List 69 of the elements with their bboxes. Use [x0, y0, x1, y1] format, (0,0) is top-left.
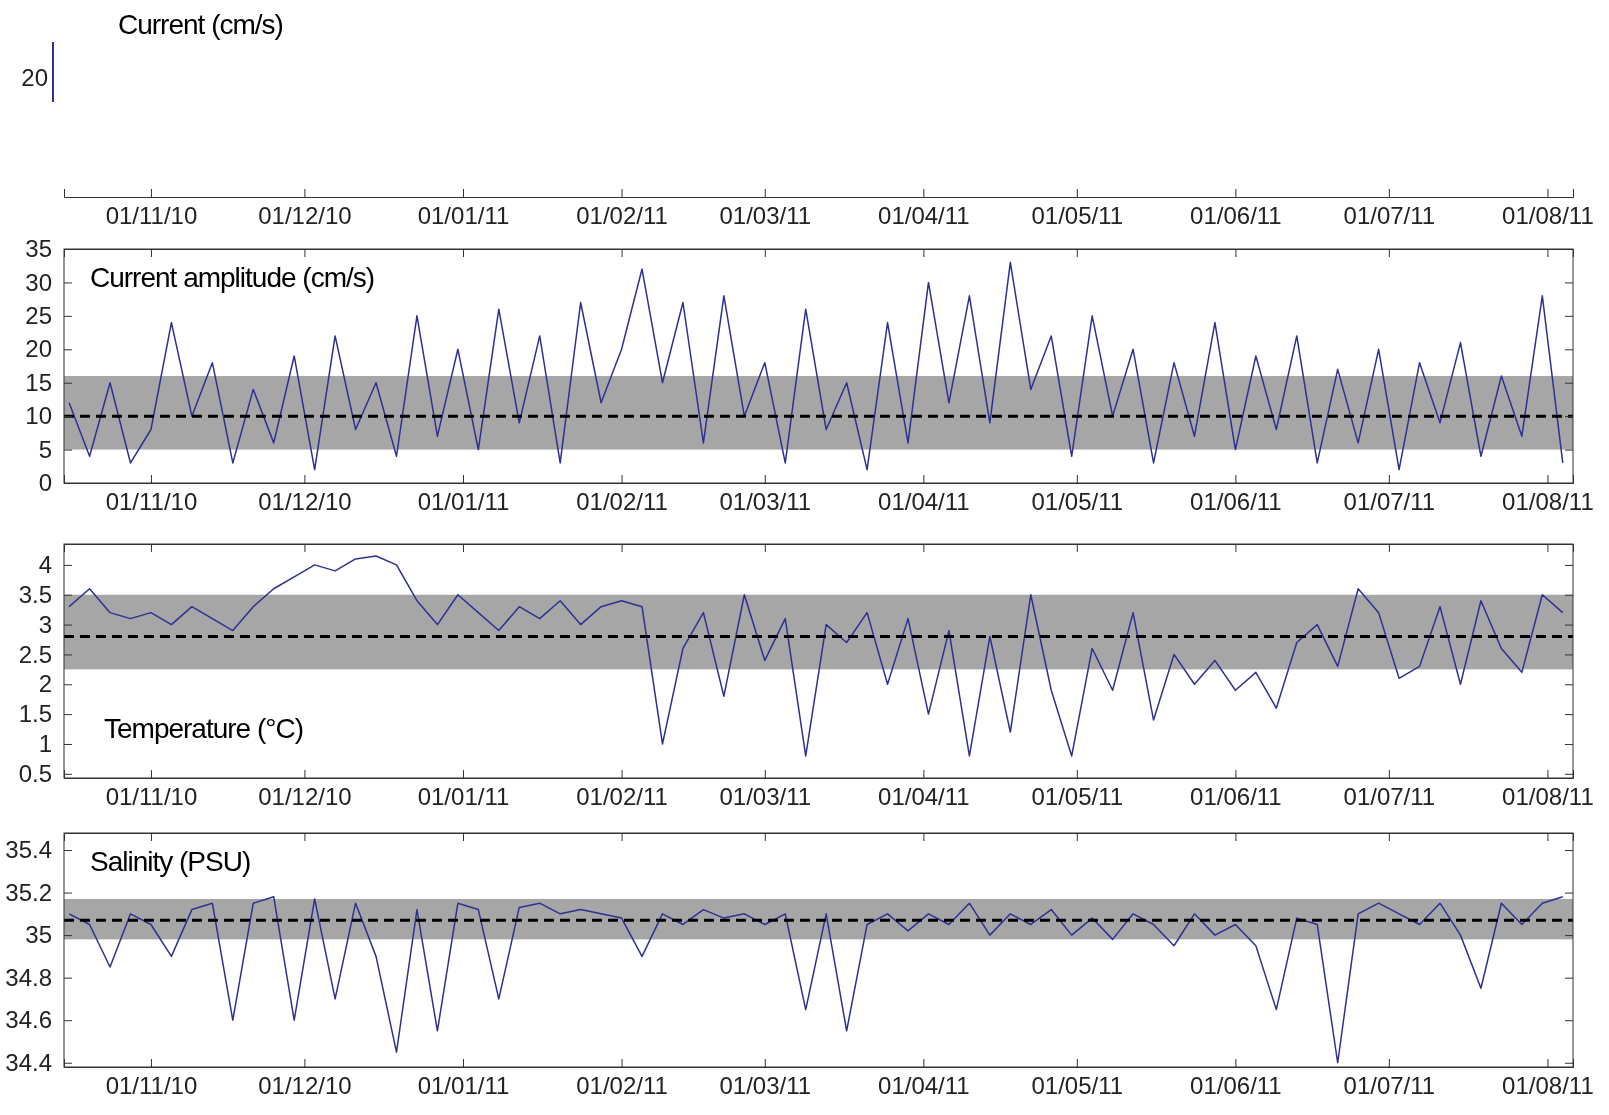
- x-tick-label: 01/05/11: [1031, 488, 1124, 516]
- text: 01/07/11: [1343, 202, 1436, 230]
- x-tick-label: 01/07/11: [1343, 1072, 1436, 1100]
- line-series: [68, 896, 1564, 1064]
- x-tick-label: 01/07/11: [1343, 488, 1436, 516]
- x-tick-label: 01/08/11: [1502, 783, 1594, 811]
- x-tick-label: 01/11/10: [105, 783, 198, 811]
- x-tick-label: 01/03/11: [719, 488, 812, 516]
- y-tick-label: 15: [25, 368, 52, 396]
- text: 01/04/11: [878, 202, 970, 230]
- x-tick-label: 01/08/11: [1502, 488, 1594, 516]
- x-tick-label: 01/06/11: [1190, 488, 1282, 516]
- x-tick-label: 01/02/11: [576, 488, 668, 516]
- y-tick-label: 35: [25, 235, 52, 263]
- y-tick-label: 34.4: [5, 1048, 52, 1076]
- x-tick-label: 01/03/11: [719, 1072, 812, 1100]
- x-tick-label: 01/02/11: [576, 783, 668, 811]
- y-tick-label: 3.5: [18, 580, 52, 608]
- x-tick-label: 01/08/11: [1502, 1072, 1594, 1100]
- text: 01/05/11: [1031, 202, 1124, 230]
- y-tick-label: 35.2: [5, 878, 52, 906]
- x-tick-label: 01/01/11: [417, 783, 510, 811]
- y-tick-label: 25: [25, 302, 52, 330]
- x-tick-label: 01/11/10: [105, 1072, 198, 1100]
- y-tick-label: 10: [25, 402, 52, 430]
- x-tick-label: 01/11/10: [105, 488, 198, 516]
- y-tick-label: 20: [25, 335, 52, 363]
- x-tick-label: 01/02/11: [576, 1072, 668, 1100]
- y-tick-label: 34.6: [5, 1006, 52, 1034]
- line-series: [68, 261, 1564, 471]
- y-tick-label: 35.4: [5, 836, 52, 864]
- x-tick-label: 01/04/11: [878, 488, 970, 516]
- y-tick-label: 34.8: [5, 963, 52, 991]
- x-tick-label: 01/01/11: [417, 1072, 510, 1100]
- text: 01/03/11: [719, 202, 812, 230]
- line-series: [68, 555, 1564, 757]
- y-tick-label: 0.5: [18, 760, 52, 787]
- y-tick-label: 3: [38, 610, 52, 638]
- x-tick-label: 01/01/11: [417, 488, 510, 516]
- text: 01/01/11: [417, 202, 510, 230]
- x-tick-label: 01/05/11: [1031, 783, 1124, 811]
- text: Current (cm/s): [118, 9, 283, 40]
- y-tick-label: 35: [25, 921, 52, 949]
- y-tick-label: 5: [38, 435, 52, 463]
- x-tick-label: 01/04/11: [878, 1072, 970, 1100]
- chart-title: Current amplitude (cm/s): [90, 262, 375, 293]
- x-tick-label: 01/12/10: [258, 783, 352, 811]
- y-tick-label: 0: [38, 469, 52, 497]
- text: Salinity (PSU): [90, 846, 251, 877]
- x-tick-label: 01/04/11: [878, 783, 970, 811]
- text: 01/06/11: [1190, 202, 1282, 230]
- y-tick-label: 2: [38, 670, 52, 698]
- x-tick-label: 01/03/11: [719, 783, 812, 811]
- y-tick-label: 2.5: [18, 640, 52, 668]
- y-tick-label: 30: [25, 268, 52, 296]
- text: 01/11/10: [105, 202, 198, 230]
- x-tick-label: 01/06/11: [1190, 1072, 1282, 1100]
- x-tick-label: 01/12/10: [258, 1072, 352, 1100]
- text: 01/08/11: [1502, 202, 1594, 230]
- text: 01/12/10: [258, 202, 352, 230]
- y-tick-label: 1.5: [18, 700, 52, 728]
- text: 01/02/11: [576, 202, 668, 230]
- x-tick-label: 01/07/11: [1343, 783, 1436, 811]
- x-tick-label: 01/05/11: [1031, 1072, 1124, 1100]
- y-tick-label: 4: [38, 551, 52, 579]
- x-tick-label: 01/12/10: [258, 488, 352, 516]
- text: Temperature (°C): [104, 713, 304, 744]
- x-tick-label: 01/06/11: [1190, 783, 1282, 811]
- y-tick-label: 1: [38, 730, 52, 758]
